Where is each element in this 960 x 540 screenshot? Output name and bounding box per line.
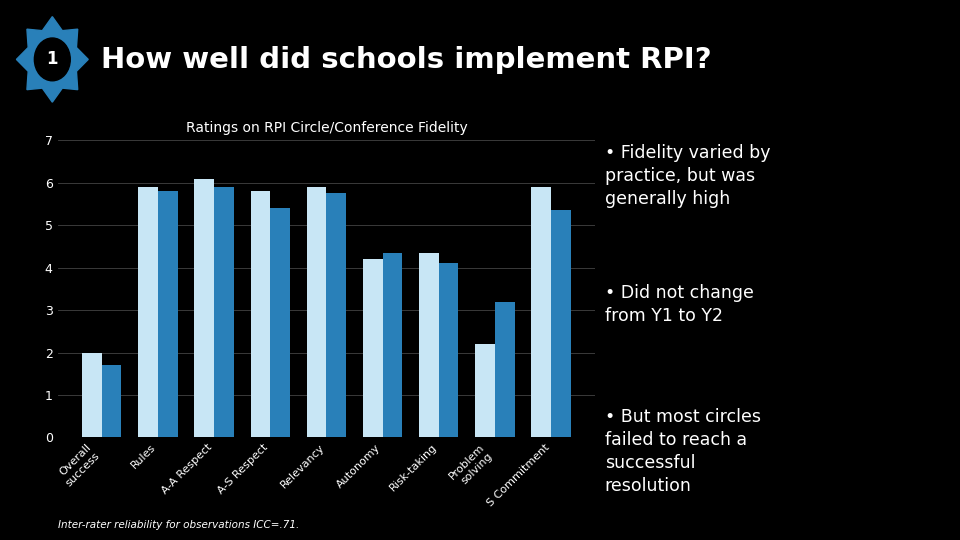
Text: • But most circles
failed to reach a
successful
resolution: • But most circles failed to reach a suc… xyxy=(605,408,760,495)
Polygon shape xyxy=(16,17,88,102)
Bar xyxy=(102,365,121,437)
Bar xyxy=(420,253,439,437)
Bar xyxy=(214,187,233,437)
Text: How well did schools implement RPI?: How well did schools implement RPI? xyxy=(101,46,711,74)
Circle shape xyxy=(35,38,70,81)
Bar xyxy=(439,264,459,437)
Bar xyxy=(363,259,383,437)
Bar xyxy=(475,344,495,437)
Bar xyxy=(551,211,571,437)
Bar xyxy=(532,187,551,437)
Bar xyxy=(495,302,515,437)
Bar xyxy=(326,193,346,437)
Text: Inter-rater reliability for observations ICC=.71.: Inter-rater reliability for observations… xyxy=(58,520,299,530)
Bar xyxy=(82,353,102,437)
Bar xyxy=(157,191,178,437)
Bar xyxy=(251,191,270,437)
Text: • Did not change
from Y1 to Y2: • Did not change from Y1 to Y2 xyxy=(605,284,754,325)
Title: Ratings on RPI Circle/Conference Fidelity: Ratings on RPI Circle/Conference Fidelit… xyxy=(185,121,468,135)
Text: 1: 1 xyxy=(47,50,58,69)
Bar xyxy=(138,187,157,437)
Bar xyxy=(383,253,402,437)
Bar xyxy=(307,187,326,437)
Text: • Fidelity varied by
practice, but was
generally high: • Fidelity varied by practice, but was g… xyxy=(605,144,770,208)
Bar xyxy=(270,208,290,437)
Bar xyxy=(194,179,214,437)
